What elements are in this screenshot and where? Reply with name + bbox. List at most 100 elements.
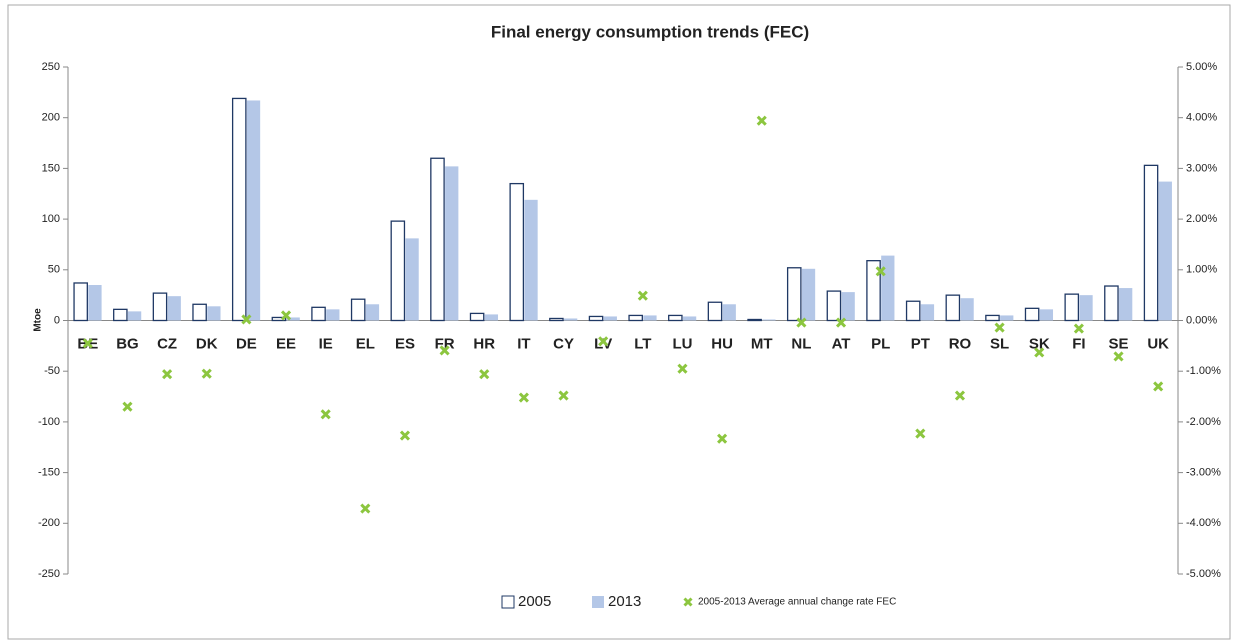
bar <box>682 316 697 321</box>
bar <box>1079 295 1093 321</box>
scatter-point <box>320 409 331 420</box>
x-tick-label: HR <box>473 335 495 352</box>
bar <box>1143 164 1159 322</box>
chart-title: Final energy consumption trends (FEC) <box>491 22 809 41</box>
bar <box>1024 307 1040 322</box>
bar <box>167 296 181 321</box>
y-tick-label: 250 <box>42 61 60 73</box>
scatter-point <box>241 314 252 325</box>
y-tick-label: -250 <box>38 568 60 580</box>
x-tick-label: CY <box>553 335 574 352</box>
bar <box>246 100 261 321</box>
bar <box>311 306 326 322</box>
x-tick-label: LU <box>672 335 692 352</box>
scatter-point <box>875 266 886 277</box>
bar <box>127 311 142 321</box>
scatter-point <box>637 290 648 301</box>
y2-tick-label: -1.00% <box>1186 365 1221 377</box>
bar <box>350 298 366 322</box>
scatter-point <box>717 433 728 444</box>
scatter-point <box>518 392 529 403</box>
bar <box>747 318 762 322</box>
x-tick-label: CZ <box>157 335 177 352</box>
scatter-point <box>558 390 569 401</box>
bar <box>88 285 102 321</box>
y-tick-label: -200 <box>38 517 60 529</box>
x-tick-label: AT <box>832 335 851 352</box>
scatter-point <box>360 503 371 514</box>
bar <box>445 166 459 321</box>
bar <box>286 317 300 321</box>
y2-tick-label: -3.00% <box>1186 467 1221 479</box>
scatter-point <box>796 317 807 328</box>
bar <box>762 319 776 321</box>
x-tick-label: DE <box>236 335 257 352</box>
scatter-point <box>162 369 173 380</box>
y2-tick-label: -2.00% <box>1186 416 1221 428</box>
x-tick-label: PL <box>871 335 890 352</box>
bar <box>365 304 380 321</box>
y-axis-label: Mtoe <box>33 308 44 332</box>
y-tick-label: 200 <box>42 112 60 124</box>
bar <box>643 315 657 321</box>
bar <box>960 298 974 321</box>
bar <box>405 238 419 321</box>
x-tick-label: BG <box>116 335 139 352</box>
legend-label: 2005-2013 Average annual change rate FEC <box>698 597 896 608</box>
scatter-point <box>399 430 411 441</box>
y2-tick-label: -5.00% <box>1186 568 1221 580</box>
y-tick-label: 100 <box>42 213 60 225</box>
bar <box>881 255 895 321</box>
scatter-point <box>954 390 966 401</box>
x-tick-label: UK <box>1147 335 1169 352</box>
bar <box>628 314 643 322</box>
bar <box>668 314 683 322</box>
bar <box>905 300 921 322</box>
scatter-point <box>677 363 688 374</box>
bar <box>73 282 88 322</box>
x-tick-label: RO <box>949 335 972 352</box>
bar <box>1119 288 1133 321</box>
bar <box>603 316 617 321</box>
bar <box>588 315 604 322</box>
bar <box>564 318 578 321</box>
scatter-point <box>1153 381 1164 392</box>
scatter-point <box>122 401 133 412</box>
x-tick-label: LV <box>594 335 612 352</box>
x-tick-label: PT <box>911 335 930 352</box>
y-tick-label: -150 <box>38 467 60 479</box>
scatter-point <box>835 317 847 328</box>
bar <box>945 294 961 322</box>
y2-tick-label: 1.00% <box>1186 264 1217 276</box>
legend-label: 2005 <box>518 593 551 610</box>
scatter-point <box>598 336 609 347</box>
scatter-point <box>756 115 767 126</box>
bar <box>390 220 406 322</box>
y2-tick-label: -4.00% <box>1186 517 1221 529</box>
y2-tick-label: 5.00% <box>1186 61 1217 73</box>
bar <box>192 303 207 322</box>
bar <box>786 267 802 322</box>
scatter-point <box>1113 351 1124 362</box>
y-tick-label: 50 <box>48 264 60 276</box>
y-tick-label: 150 <box>42 162 60 174</box>
bar <box>509 182 525 322</box>
x-tick-label: EL <box>356 335 375 352</box>
bar <box>722 304 736 321</box>
bar <box>1104 285 1119 322</box>
scatter-point <box>201 368 212 379</box>
bar <box>920 304 935 321</box>
scatter-point <box>1073 323 1084 334</box>
bar <box>707 301 723 322</box>
y-tick-label: -50 <box>44 365 60 377</box>
bar <box>549 317 564 322</box>
bar <box>985 314 1000 322</box>
y2-tick-label: 4.00% <box>1186 112 1217 124</box>
y-tick-label: -100 <box>38 416 60 428</box>
x-tick-label: LT <box>634 335 651 352</box>
x-tick-label: SE <box>1109 335 1129 352</box>
scatter-point <box>1034 347 1045 358</box>
x-tick-label: FI <box>1072 335 1085 352</box>
x-tick-label: SL <box>990 335 1009 352</box>
